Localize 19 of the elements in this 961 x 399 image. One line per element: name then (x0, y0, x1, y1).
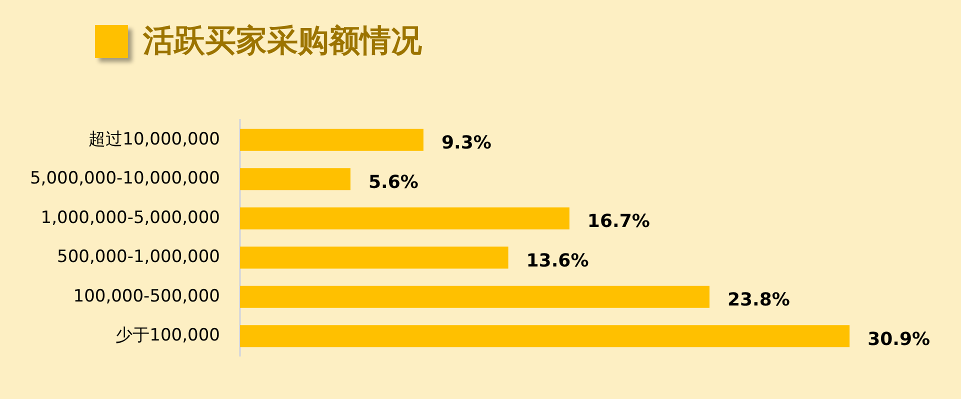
bar (240, 325, 850, 348)
bar (240, 246, 508, 269)
bar (240, 128, 424, 151)
y-tick-label: 500,000-1,000,000 (57, 247, 220, 268)
chart-title: 活跃买家采购额情况 (143, 22, 422, 61)
y-tick-label: 100,000-500,000 (73, 286, 220, 306)
bar (240, 207, 570, 230)
data-label: 13.6% (526, 250, 589, 272)
y-tick-label: 1,000,000-5,000,000 (40, 208, 220, 228)
y-tick-label: 少于100,000 (116, 326, 220, 346)
bar (240, 286, 710, 308)
y-tick-label: 5,000,000-10,000,000 (30, 168, 220, 189)
y-tick-label: 超过10,000,000 (88, 129, 220, 150)
data-label: 16.7% (587, 211, 650, 232)
data-label: 30.9% (868, 328, 930, 350)
data-label: 9.3% (441, 132, 492, 154)
data-label: 5.6% (368, 172, 418, 193)
data-label: 23.8% (728, 290, 790, 311)
bar (240, 168, 350, 190)
